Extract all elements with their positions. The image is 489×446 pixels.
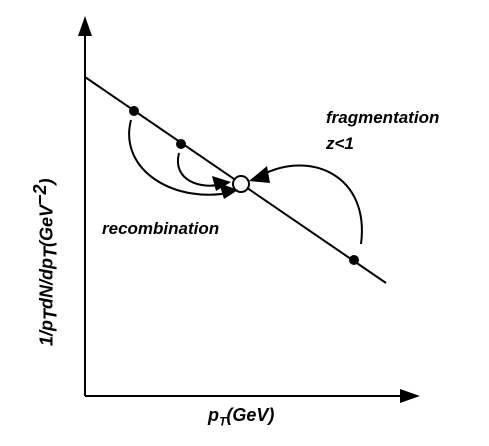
y-axis-sub-1: T (40, 308, 61, 320)
recombination-arrowhead-inner (212, 176, 231, 191)
y-axis-part-c: (GeV (36, 204, 57, 247)
y-axis-label: 1/pTdN/dpT(GeV−2) (30, 86, 61, 346)
fragmentation-arrow (261, 164, 363, 245)
fragmentation-arrowhead (249, 166, 270, 183)
parton-point-1 (129, 106, 139, 116)
parton-point-2 (176, 139, 186, 149)
y-axis-sub-2: T (40, 246, 61, 258)
y-axis-part-a: 1/p (36, 319, 57, 346)
z-condition-label: z<1 (326, 134, 354, 153)
hadron-open-circle (232, 175, 250, 193)
x-axis-unit: (GeV) (226, 405, 275, 425)
x-axis-symbol: p (208, 405, 219, 425)
recombination-label: recombination (102, 219, 220, 238)
y-axis-part-d: ) (36, 178, 57, 185)
y-axis-part-b: dN/dp (36, 257, 57, 309)
x-axis-arrowhead (400, 389, 420, 403)
x-axis-label: pT(GeV) (208, 405, 274, 429)
recombination-arrowhead-outer (219, 183, 238, 199)
y-axis-arrowhead (78, 16, 92, 36)
parton-point-3 (349, 255, 359, 265)
fragmentation-label: fragmentation (326, 108, 440, 127)
recombination-arrow-outer (128, 119, 234, 196)
x-axis-subscript: T (219, 414, 227, 429)
y-axis-sup: −2 (30, 184, 50, 205)
